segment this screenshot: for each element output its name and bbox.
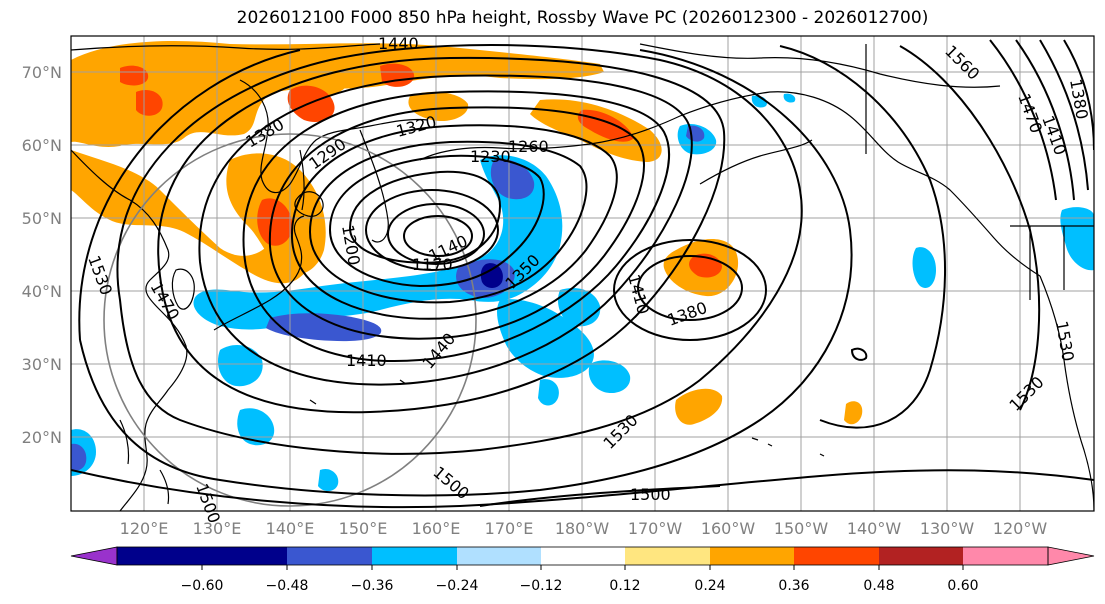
longitude-labels: 120°E 130°E 140°E 150°E 160°E 170°E 180°… [120, 519, 1048, 538]
lon-label: 170°E [485, 519, 534, 538]
colorbar-swatch [457, 547, 541, 565]
lon-label: 140°E [266, 519, 315, 538]
colorbar-tick-label: 0.24 [694, 578, 725, 594]
colorbar-tick-label: 0.36 [778, 578, 809, 594]
lon-label: 150°W [774, 519, 829, 538]
lon-label: 130°W [920, 519, 975, 538]
colorbar-tick-label: −0.36 [351, 578, 394, 594]
contour-label: 1440 [378, 34, 419, 53]
lat-label: 30°N [22, 355, 62, 374]
lon-label: 160°W [701, 519, 756, 538]
lon-label: 120°E [120, 519, 169, 538]
map-border [70, 35, 1095, 512]
lon-label: 180°W [555, 519, 610, 538]
contour-label: 1170 [412, 255, 453, 274]
contour-label: 1260 [508, 137, 549, 156]
contour-label: 1500 [630, 485, 671, 504]
colorbar-swatch [541, 547, 625, 565]
negative-anomaly-shading [71, 93, 1094, 492]
gray-radius-circle [103, 133, 477, 507]
colorbar-swatch [287, 547, 372, 565]
lon-label: 140°W [847, 519, 902, 538]
lat-label: 20°N [22, 428, 62, 447]
lon-label: 120°W [993, 519, 1048, 538]
lon-label: 150°E [339, 519, 388, 538]
colorbar-swatch [879, 547, 963, 565]
height-contours [71, 39, 1094, 509]
colorbar-tick-label: 0.12 [609, 578, 640, 594]
lon-label: 160°E [412, 519, 461, 538]
lat-label: 40°N [22, 282, 62, 301]
colorbar-swatch [794, 547, 879, 565]
colorbar-high-extend [1047, 546, 1095, 566]
lat-label: 50°N [22, 209, 62, 228]
colorbar-low-extend [70, 546, 118, 566]
lat-label: 70°N [22, 63, 62, 82]
colorbar-tick-label: −0.48 [266, 578, 309, 594]
lat-label: 60°N [22, 136, 62, 155]
contour-label: 1230 [470, 147, 511, 166]
colorbar-swatch [372, 547, 457, 565]
colorbar-tick-label: 0.60 [947, 578, 978, 594]
colorbar-swatch [202, 547, 287, 565]
lon-label: 170°W [628, 519, 683, 538]
colorbar-swatch [117, 547, 202, 565]
colorbar-swatch [625, 547, 710, 565]
colorbar-swatch [710, 547, 794, 565]
colorbar-swatch [963, 547, 1048, 565]
colorbar-tick-label: −0.60 [181, 578, 224, 594]
latitude-labels: 70°N 60°N 50°N 40°N 30°N 20°N [22, 63, 62, 447]
colorbar: −0.60 −0.48 −0.36 −0.24 −0.12 0.12 0.24 … [70, 546, 1095, 594]
colorbar-tick-label: 0.48 [863, 578, 894, 594]
contour-label: 1410 [346, 351, 387, 370]
lon-label: 130°E [193, 519, 242, 538]
colorbar-tick-label: −0.12 [520, 578, 563, 594]
colorbar-tick-label: −0.24 [436, 578, 479, 594]
map-title: 2026012100 F000 850 hPa height, Rossby W… [236, 8, 929, 28]
